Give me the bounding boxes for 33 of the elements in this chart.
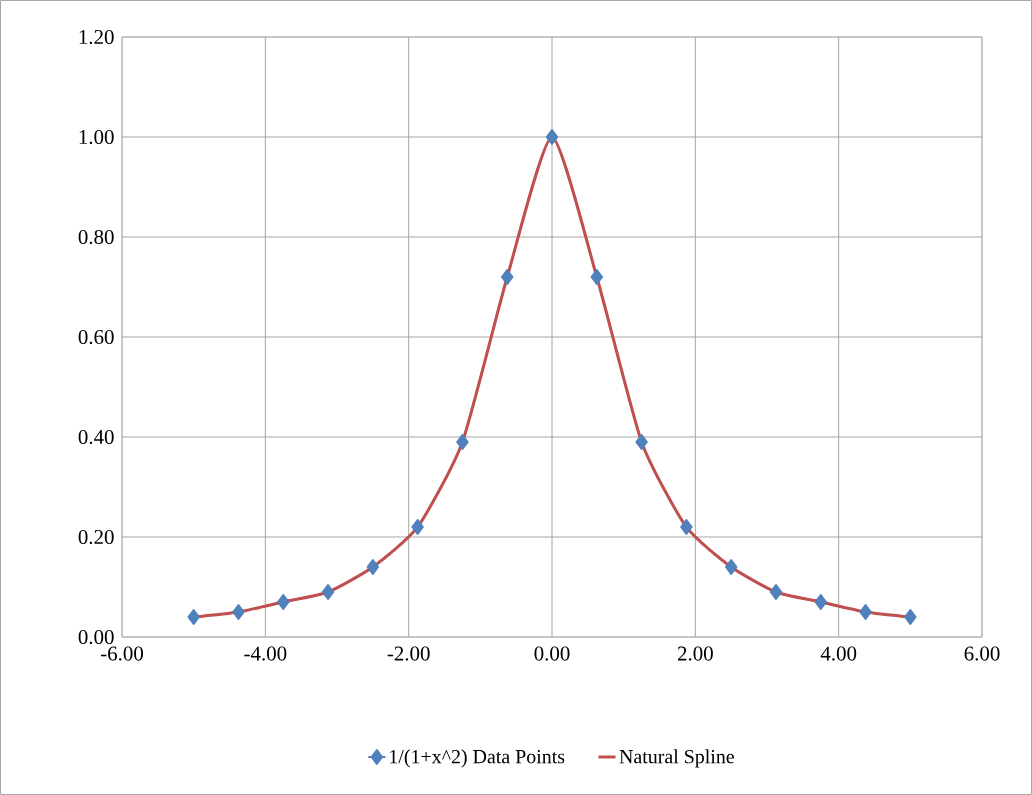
point bbox=[232, 604, 245, 620]
x-tick-label: 0.00 bbox=[534, 646, 570, 661]
y-tick-label: 0.00 bbox=[78, 629, 114, 645]
x-tick-label: -6.00 bbox=[100, 646, 143, 661]
point bbox=[814, 594, 828, 610]
point bbox=[769, 584, 783, 600]
x-tick-label: -4.00 bbox=[244, 646, 287, 661]
x-tick-label: 4.00 bbox=[820, 646, 857, 661]
y-tick-label: 1.20 bbox=[79, 29, 114, 45]
point bbox=[321, 584, 335, 600]
y-tick-label: 0.20 bbox=[78, 529, 114, 545]
point bbox=[904, 609, 917, 625]
point bbox=[859, 604, 872, 620]
x-tick-label: -2.00 bbox=[387, 646, 430, 661]
legend-label: 1/(1+x^2) Data Points bbox=[390, 749, 565, 768]
point bbox=[680, 519, 693, 535]
point bbox=[500, 269, 514, 285]
legend-label: Natural Spline bbox=[619, 749, 734, 768]
point bbox=[724, 559, 738, 575]
point bbox=[277, 594, 290, 610]
y-tick-label: 0.40 bbox=[78, 429, 114, 445]
y-tick-label: 0.80 bbox=[78, 229, 114, 245]
point bbox=[411, 519, 424, 535]
x-tick-label: 6.00 bbox=[964, 646, 1000, 661]
point bbox=[456, 434, 469, 450]
point bbox=[590, 269, 604, 285]
point bbox=[187, 609, 200, 625]
y-tick-label: 1.00 bbox=[79, 129, 114, 145]
x-tick-label: 2.00 bbox=[677, 646, 713, 661]
y-tick-label: 0.60 bbox=[78, 329, 114, 345]
point bbox=[635, 434, 648, 450]
point bbox=[366, 559, 380, 575]
point bbox=[545, 128, 559, 145]
